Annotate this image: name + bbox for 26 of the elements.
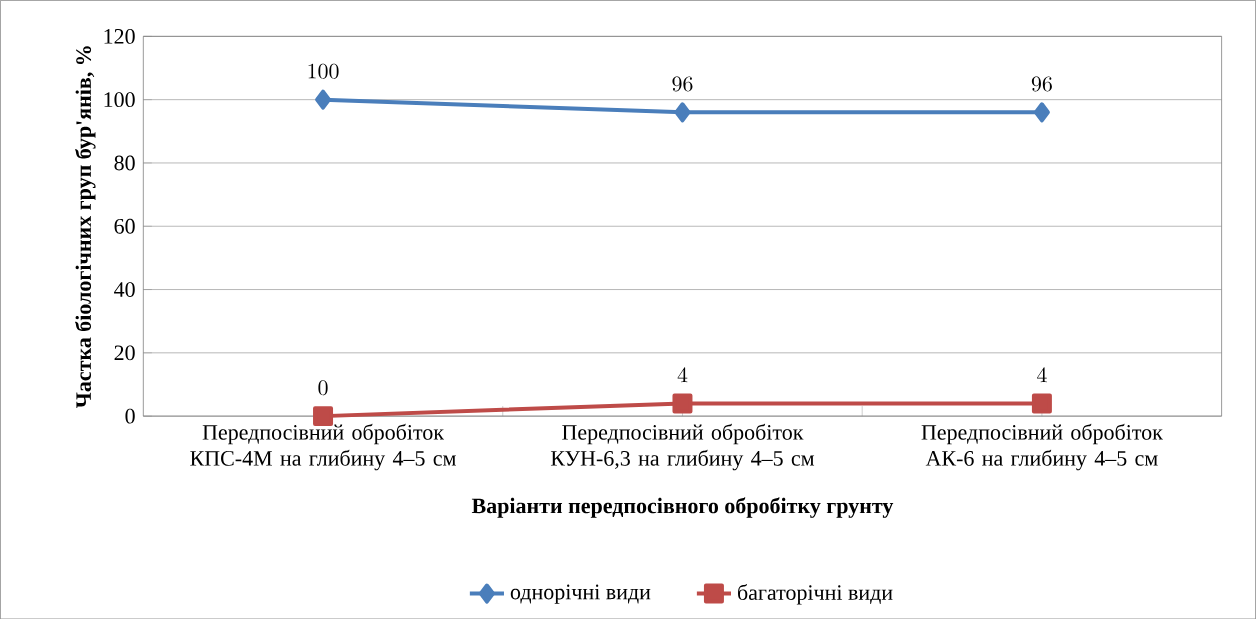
y-tick-label: 60 [114,218,135,234]
point [672,393,693,414]
y-tick-label: 20 [114,345,135,361]
point [313,405,334,426]
x-tick-label: Передпосівний обробіток АК-6 на глибину 4–5 см [921,423,1163,471]
data-label: 96 [1031,76,1052,92]
y-tick-label: 40 [114,281,135,297]
data-label: 4 [1037,367,1047,382]
y-tick-label: 120 [104,28,135,44]
x-tick-label: Передпосівний обробіток КУН-6,3 на глибину 4–5 см [550,423,815,471]
point [1031,393,1052,414]
x-axis-title: Варіанти передпосівного обробітку грунту [471,497,894,518]
data-label: 4 [677,367,688,382]
legend-label: однорічні види [510,584,651,604]
y-tick-label: 100 [104,92,135,107]
y-axis-title: Частка біологічних груп бур'янів, % [75,46,96,408]
point [315,89,332,110]
point [1033,102,1050,123]
legend-label: багаторічні види [738,583,893,605]
x-tick-label: Передпосівний обробіток КПС-4М на глибину 4–5 см [190,423,456,471]
y-tick-label: 0 [125,408,135,424]
data-label: 96 [672,76,693,92]
data-label: 100 [308,63,339,79]
y-tick-label: 80 [114,155,135,171]
data-label: 0 [318,380,328,396]
point [674,102,691,123]
